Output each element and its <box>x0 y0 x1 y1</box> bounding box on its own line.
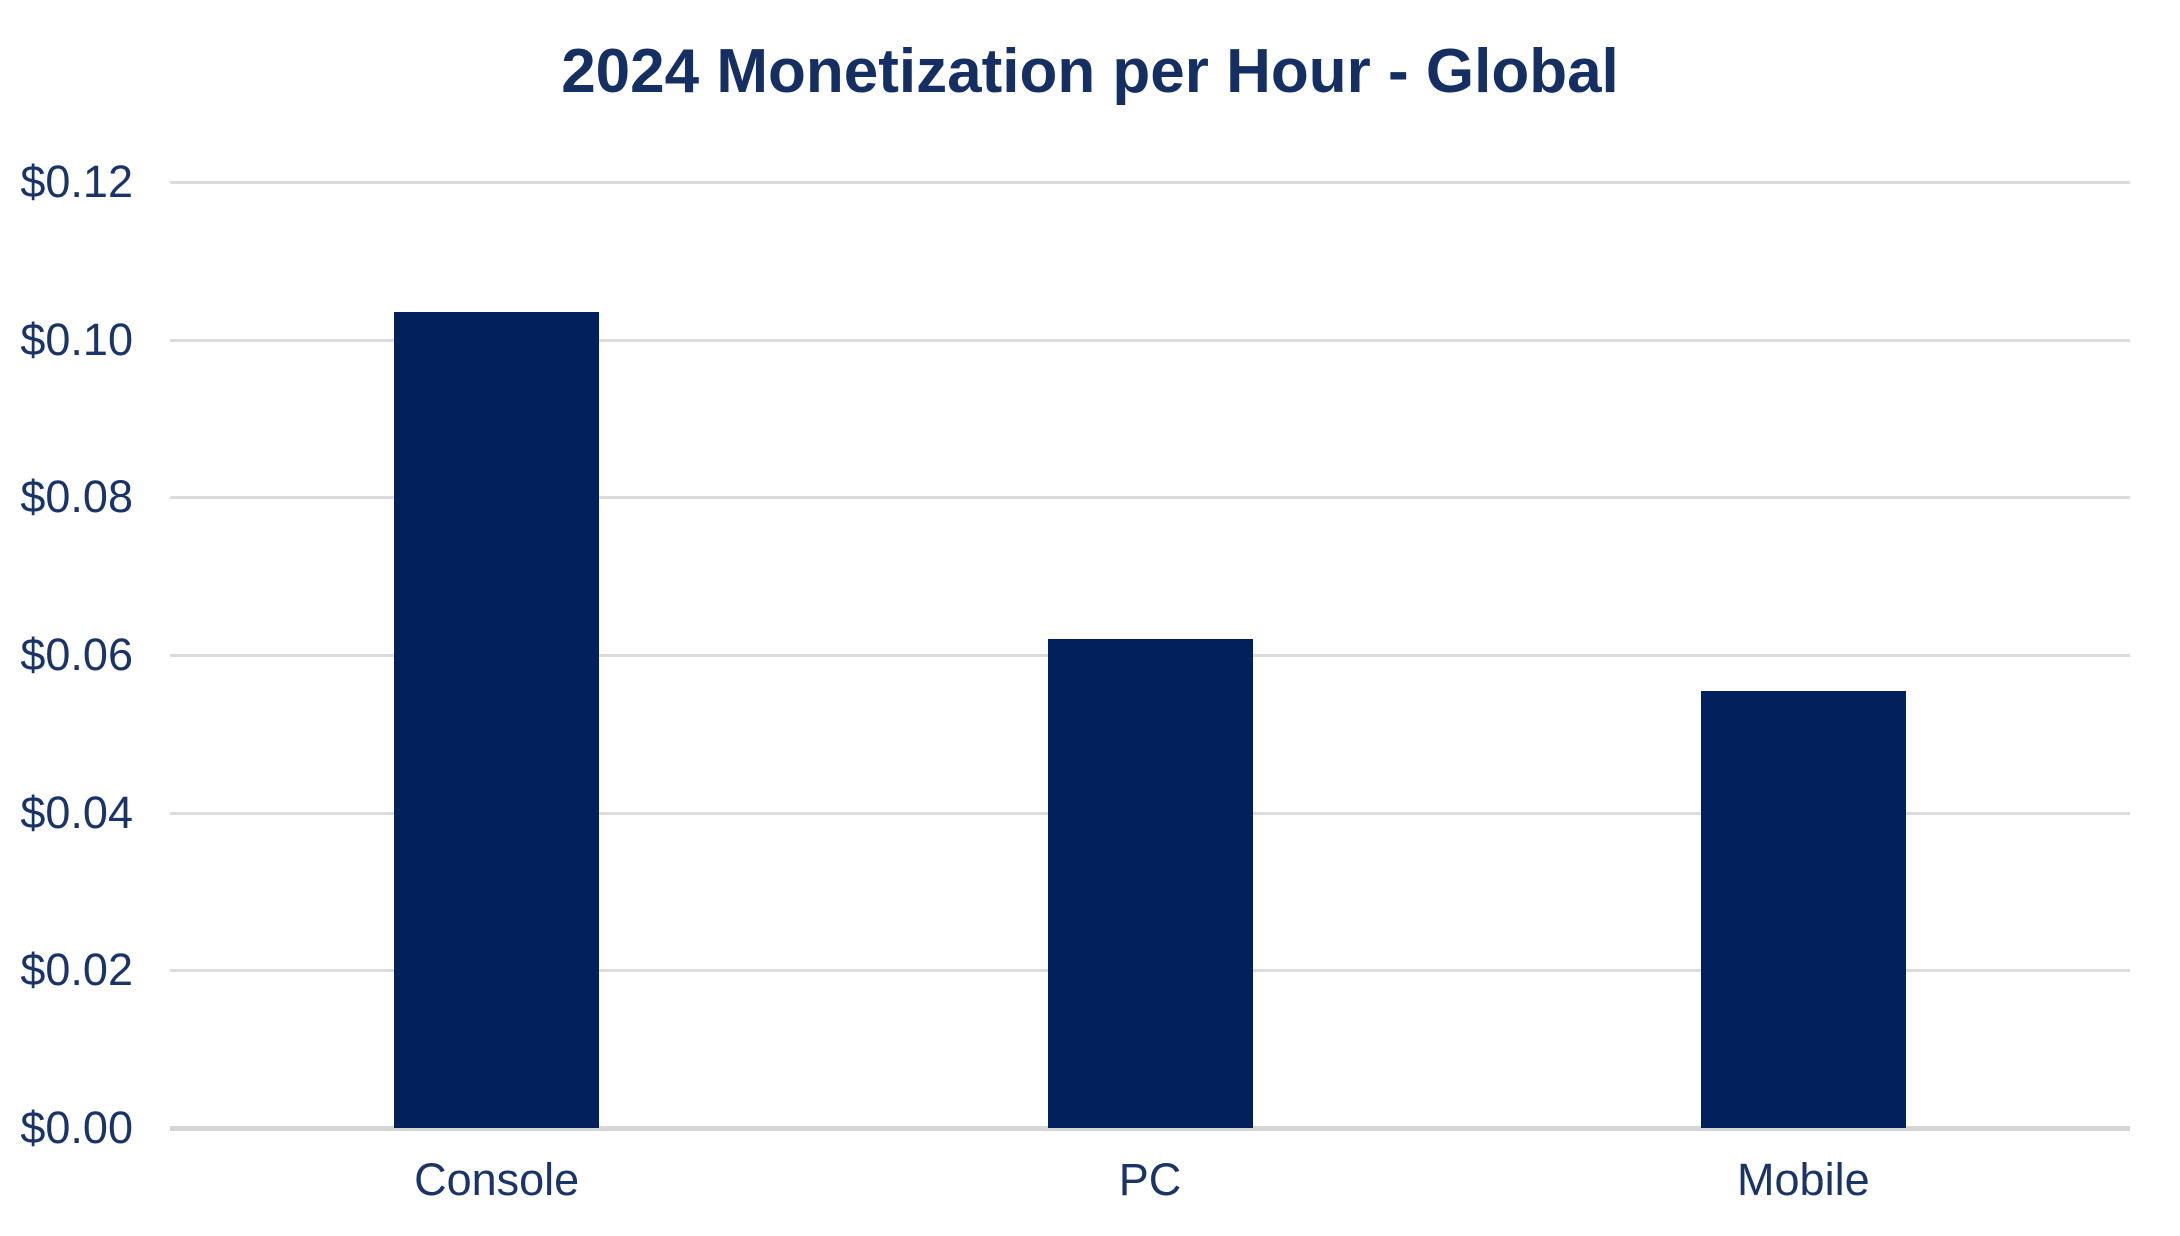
y-axis-tick-label: $0.10 <box>20 313 133 365</box>
bar-console <box>394 312 600 1128</box>
y-axis-tick-label: $0.12 <box>20 156 133 207</box>
y-axis-tick-label: $0.08 <box>20 471 133 523</box>
y-axis-tick-label: $0.04 <box>20 786 133 838</box>
x-axis-label-console: Console <box>414 1154 580 1205</box>
x-axis-baseline <box>170 1126 2130 1131</box>
y-axis-tick-label: $0.02 <box>20 944 133 996</box>
gridline <box>170 181 2130 184</box>
plot-area <box>170 181 2130 1131</box>
x-axis-label-mobile: Mobile <box>1737 1154 1870 1205</box>
y-axis-tick-label: $0.06 <box>20 629 133 680</box>
bar-mobile <box>1700 691 1906 1128</box>
gridline <box>170 496 2130 500</box>
bar-pc <box>1047 639 1253 1128</box>
x-axis-label-pc: PC <box>1118 1154 1182 1205</box>
gridline <box>170 338 2130 342</box>
y-axis-tick-label: $0.00 <box>20 1102 133 1153</box>
chart-title: 2024 Monetization per Hour - Global <box>561 37 1619 106</box>
